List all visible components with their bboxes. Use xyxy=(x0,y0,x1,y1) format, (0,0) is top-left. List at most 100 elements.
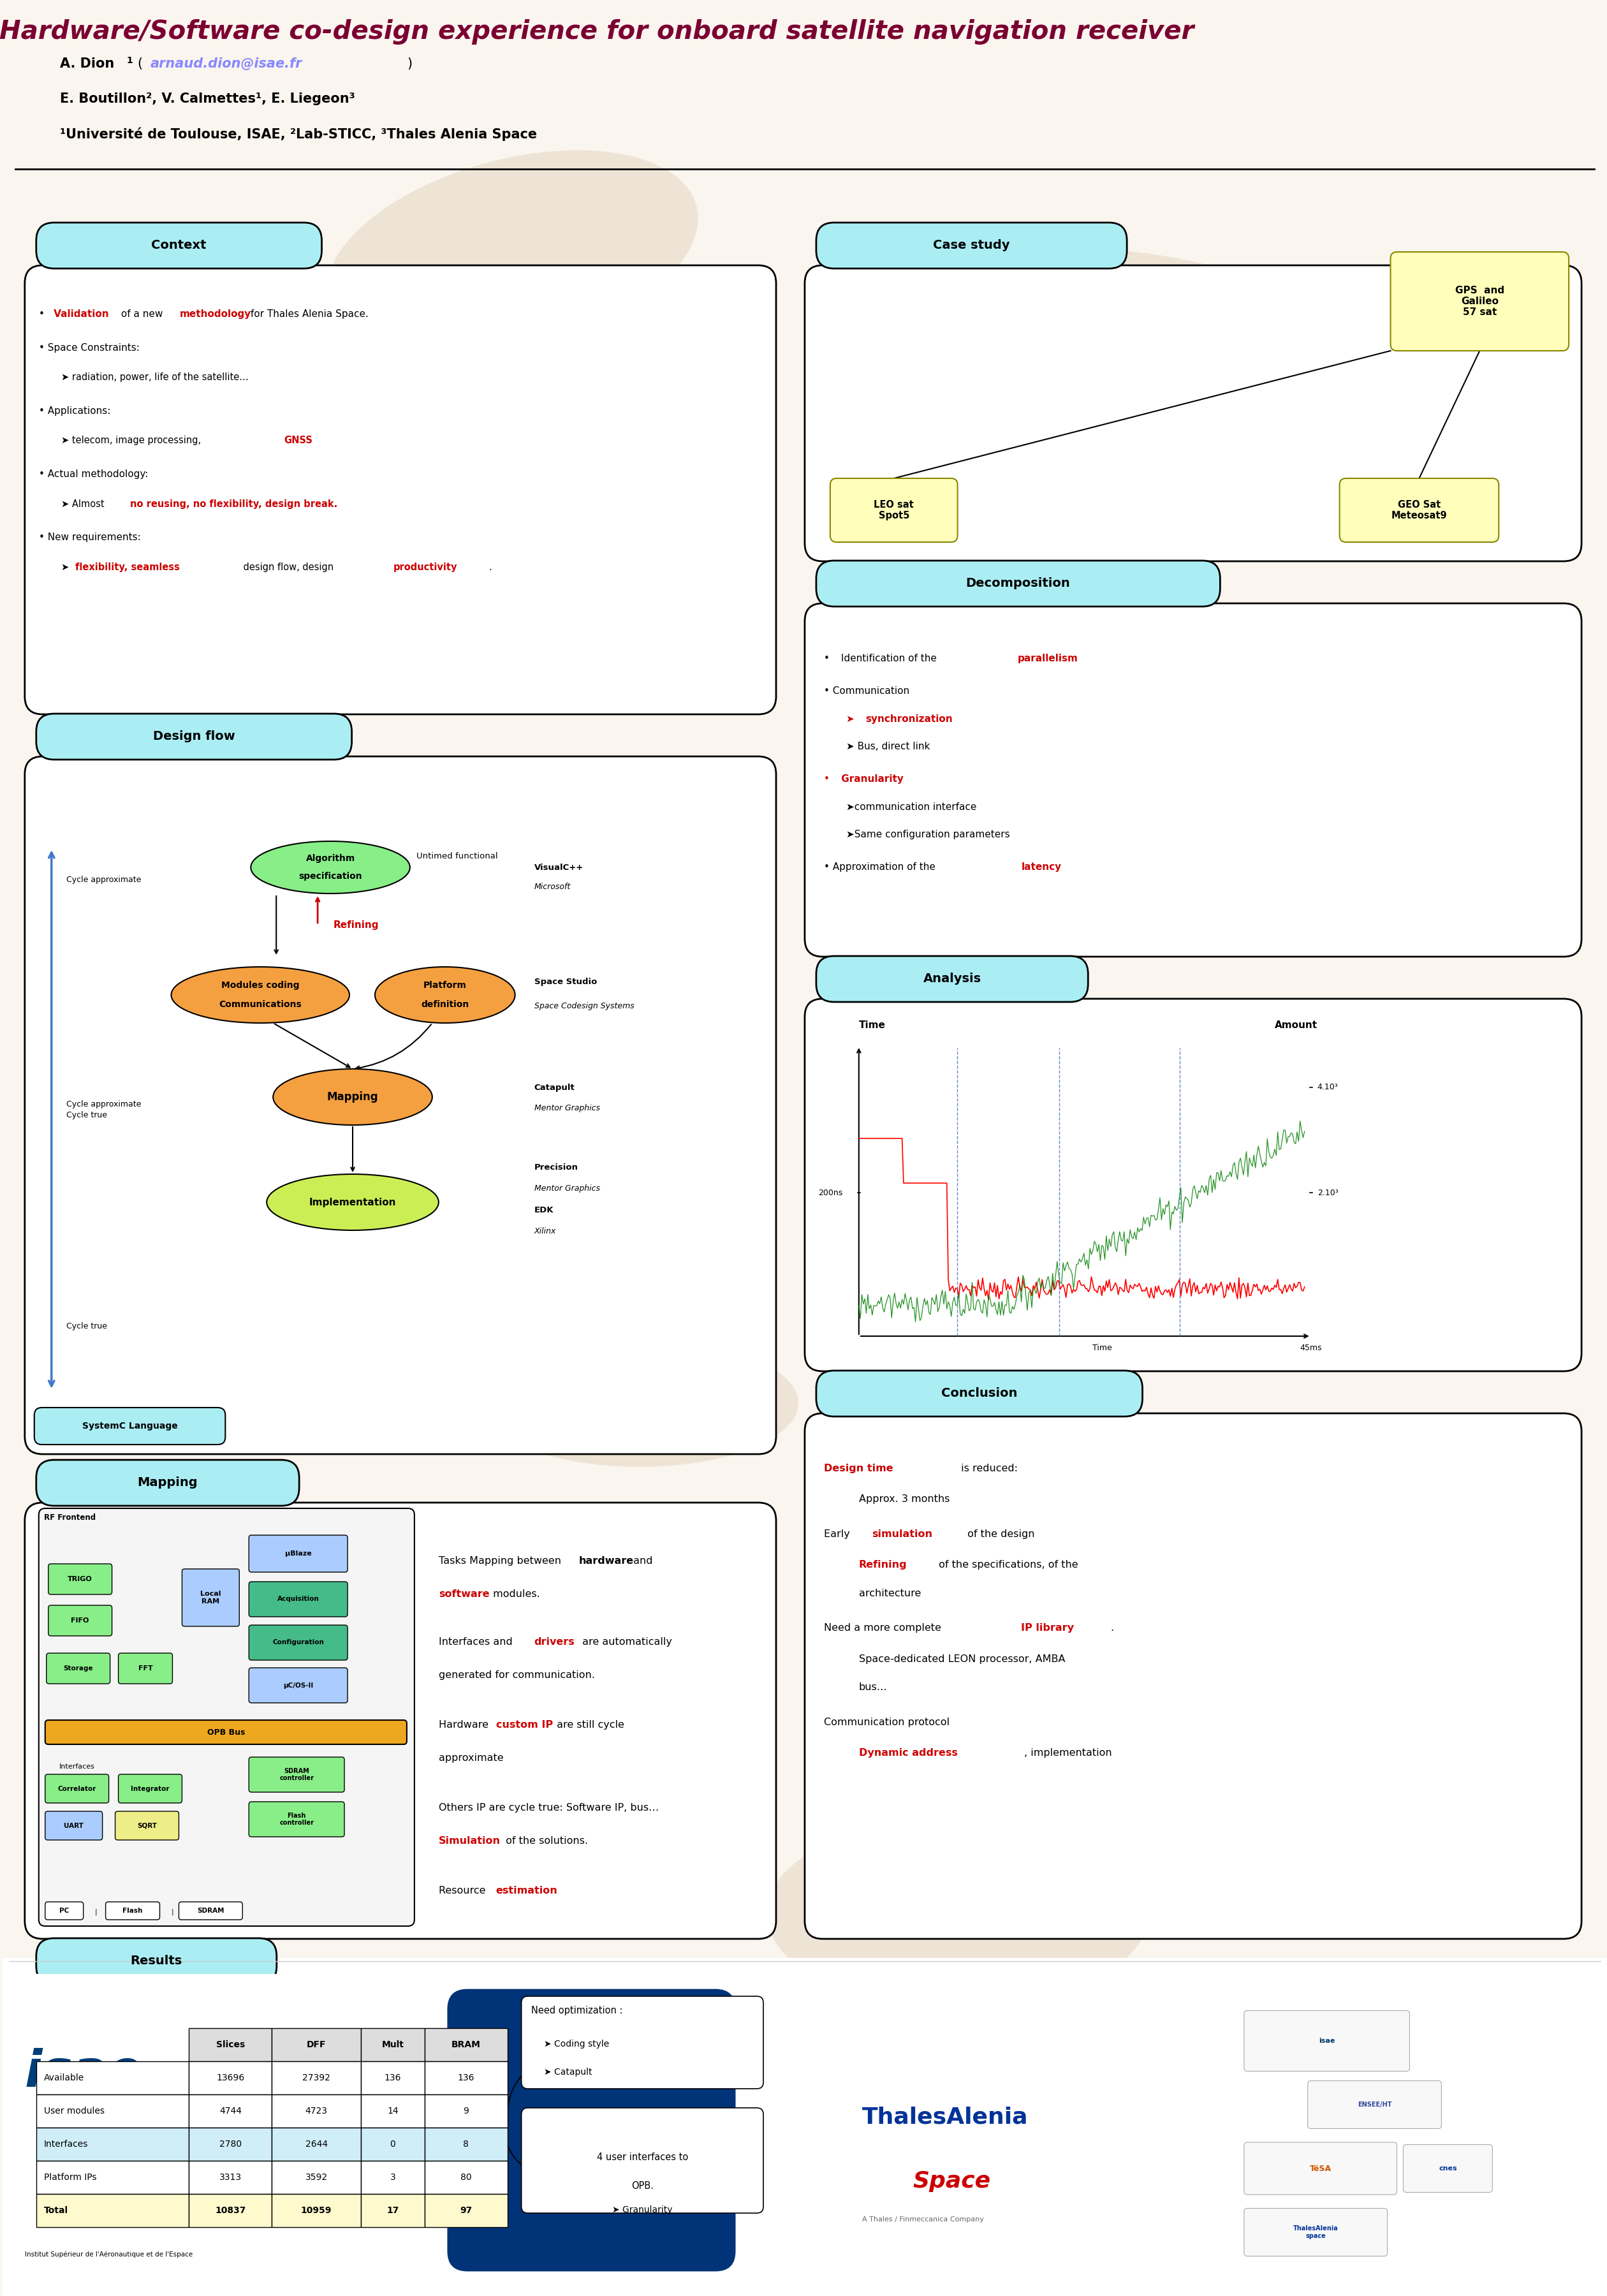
Text: 4744: 4744 xyxy=(219,2108,241,2115)
Text: ➤ Catapult: ➤ Catapult xyxy=(543,2069,591,2076)
FancyBboxPatch shape xyxy=(448,1991,734,2271)
Text: Need optimization :: Need optimization : xyxy=(530,2007,622,2016)
Ellipse shape xyxy=(267,1173,439,1231)
Text: Institut Supérieur de l'Aéronautique et de l'Espace: Institut Supérieur de l'Aéronautique et … xyxy=(24,2250,193,2257)
Text: Total: Total xyxy=(43,2206,67,2216)
Text: Amount: Amount xyxy=(1274,1019,1318,1031)
Ellipse shape xyxy=(199,563,442,712)
Text: software: software xyxy=(439,1589,490,1598)
FancyBboxPatch shape xyxy=(1244,2142,1396,2195)
FancyBboxPatch shape xyxy=(45,1775,109,1802)
Text: •: • xyxy=(39,310,45,319)
FancyBboxPatch shape xyxy=(24,755,776,1453)
Text: • Actual methodology:: • Actual methodology: xyxy=(39,468,148,480)
Bar xyxy=(424,2128,508,2161)
Text: of the specifications, of the: of the specifications, of the xyxy=(935,1561,1078,1570)
Text: GEO Sat
Meteosat9: GEO Sat Meteosat9 xyxy=(1392,501,1448,521)
Text: Untimed functional: Untimed functional xyxy=(416,852,498,861)
FancyBboxPatch shape xyxy=(39,1508,415,1926)
Text: OPB.: OPB. xyxy=(632,2181,654,2190)
FancyBboxPatch shape xyxy=(1244,2011,1409,2071)
Text: 10959: 10959 xyxy=(301,2206,331,2216)
FancyBboxPatch shape xyxy=(48,1564,112,1593)
FancyBboxPatch shape xyxy=(37,1460,299,1506)
Text: are still cycle: are still cycle xyxy=(553,1720,624,1729)
Text: Cycle true: Cycle true xyxy=(66,1322,108,1332)
FancyBboxPatch shape xyxy=(1340,478,1499,542)
Ellipse shape xyxy=(172,967,349,1024)
Bar xyxy=(424,2195,508,2227)
Text: Design time: Design time xyxy=(824,1465,893,1474)
Text: ➤Same configuration parameters: ➤Same configuration parameters xyxy=(847,829,1009,840)
FancyBboxPatch shape xyxy=(34,1407,225,1444)
Text: Implementation: Implementation xyxy=(309,1199,397,1208)
Text: 4.10³: 4.10³ xyxy=(1318,1084,1339,1091)
Text: Communication protocol: Communication protocol xyxy=(824,1717,950,1727)
Text: SQRT: SQRT xyxy=(137,1823,157,1830)
Text: 3592: 3592 xyxy=(305,2172,328,2181)
Text: for Thales Alenia Space.: for Thales Alenia Space. xyxy=(247,310,368,319)
Text: Space-dedicated LEON processor, AMBA: Space-dedicated LEON processor, AMBA xyxy=(858,1655,1065,1665)
Bar xyxy=(362,2161,424,2195)
Text: Context: Context xyxy=(151,239,207,253)
FancyBboxPatch shape xyxy=(816,955,1088,1001)
FancyBboxPatch shape xyxy=(249,1756,344,1793)
FancyBboxPatch shape xyxy=(831,478,958,542)
Text: 0: 0 xyxy=(391,2140,395,2149)
FancyBboxPatch shape xyxy=(37,223,321,269)
Text: Decomposition: Decomposition xyxy=(966,579,1070,590)
Text: Validation: Validation xyxy=(50,310,109,319)
FancyBboxPatch shape xyxy=(805,999,1581,1371)
Text: UART: UART xyxy=(64,1823,84,1830)
Text: SystemC Language: SystemC Language xyxy=(82,1421,177,1430)
Text: Correlator: Correlator xyxy=(58,1786,96,1791)
Text: Modules coding: Modules coding xyxy=(222,980,299,990)
Text: Others IP are cycle true: Software IP, bus…: Others IP are cycle true: Software IP, b… xyxy=(439,1802,659,1812)
Bar xyxy=(190,2128,272,2161)
Text: modules.: modules. xyxy=(490,1589,540,1598)
Text: is reduced:: is reduced: xyxy=(958,1465,1017,1474)
Text: ➤communication interface: ➤communication interface xyxy=(847,801,977,810)
Text: ➤ Granularity: ➤ Granularity xyxy=(612,2206,672,2213)
FancyBboxPatch shape xyxy=(178,1901,243,1919)
FancyBboxPatch shape xyxy=(37,1938,276,1984)
Ellipse shape xyxy=(865,1047,1305,1249)
Text: methodology: methodology xyxy=(180,310,251,319)
Text: Results: Results xyxy=(130,1956,182,1968)
Text: Precision: Precision xyxy=(534,1164,579,1171)
Text: of the solutions.: of the solutions. xyxy=(503,1837,588,1846)
Text: Slices: Slices xyxy=(215,2041,244,2050)
Text: Early: Early xyxy=(824,1529,853,1538)
Bar xyxy=(362,2195,424,2227)
Text: IP library: IP library xyxy=(1020,1623,1073,1632)
Text: Cycle approximate: Cycle approximate xyxy=(66,877,141,884)
Text: specification: specification xyxy=(299,872,362,882)
Text: A Thales / Finmeccanica Company: A Thales / Finmeccanica Company xyxy=(861,2216,983,2223)
Text: 136: 136 xyxy=(458,2073,474,2082)
Text: TéSA: TéSA xyxy=(1310,2165,1331,2172)
Text: Case study: Case study xyxy=(934,239,1009,253)
Ellipse shape xyxy=(326,149,697,360)
Bar xyxy=(190,2062,272,2094)
Text: flexibility, seamless: flexibility, seamless xyxy=(76,563,180,572)
Text: Flash: Flash xyxy=(122,1908,143,1915)
Text: Cycle approximate
Cycle true: Cycle approximate Cycle true xyxy=(66,1100,141,1118)
Text: Integrator: Integrator xyxy=(130,1786,169,1791)
Text: 14: 14 xyxy=(387,2108,399,2115)
Text: TRIGO: TRIGO xyxy=(67,1575,93,1582)
Text: Refining: Refining xyxy=(858,1561,906,1570)
Text: Need a more complete: Need a more complete xyxy=(824,1623,945,1632)
Text: Time: Time xyxy=(1093,1343,1112,1352)
Ellipse shape xyxy=(1085,668,1466,861)
Text: ➤ Almost: ➤ Almost xyxy=(61,498,108,510)
Text: ¹Université de Toulouse, ISAE, ²Lab-STICC, ³Thales Alenia Space: ¹Université de Toulouse, ISAE, ²Lab-STIC… xyxy=(59,126,537,140)
Text: ThalesAlenia: ThalesAlenia xyxy=(861,2108,1028,2128)
Text: .: . xyxy=(1110,1623,1114,1632)
Text: 80: 80 xyxy=(460,2172,471,2181)
FancyBboxPatch shape xyxy=(816,560,1220,606)
Text: Tasks Mapping between: Tasks Mapping between xyxy=(439,1557,564,1566)
Text: Algorithm: Algorithm xyxy=(305,854,355,863)
Text: • Space Constraints:: • Space Constraints: xyxy=(39,342,140,354)
Text: Mapping: Mapping xyxy=(326,1091,378,1102)
Text: parallelism: parallelism xyxy=(1017,654,1078,664)
